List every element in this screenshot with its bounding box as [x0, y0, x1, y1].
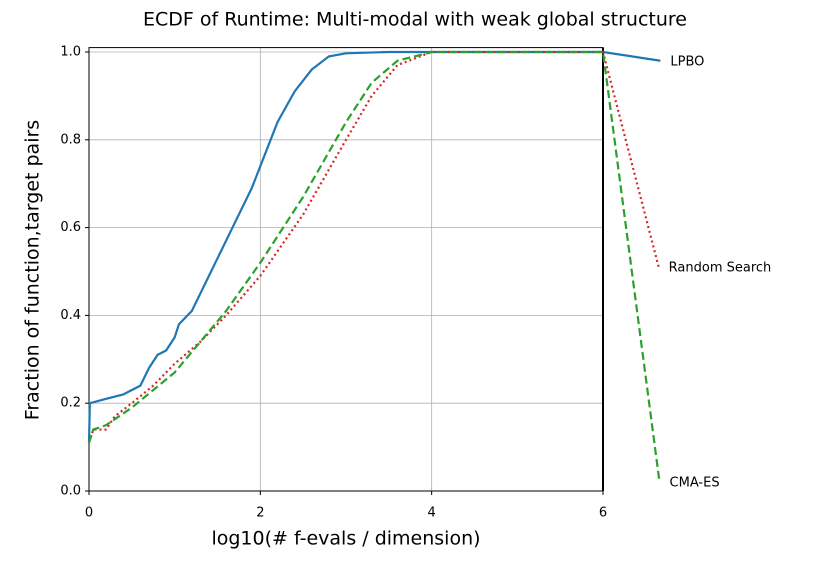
- x-tick-label: 2: [256, 506, 264, 521]
- series-line: [87, 50, 661, 443]
- y-tick-label: 0.4: [60, 308, 81, 323]
- series-line: [87, 50, 661, 483]
- x-tick-label: 4: [428, 506, 436, 521]
- x-tick-label: 0: [85, 506, 93, 521]
- series-line: [87, 50, 660, 444]
- legend-label: Random Search: [669, 261, 772, 276]
- legend-label: CMA-ES: [670, 476, 720, 491]
- y-tick-label: 0.0: [60, 484, 81, 499]
- x-tick-label: 6: [599, 506, 607, 521]
- x-axis-label: log10(# f-evals / dimension): [211, 528, 480, 550]
- chart-title: ECDF of Runtime: Multi-modal with weak g…: [143, 9, 687, 31]
- y-tick-label: 1.0: [60, 44, 81, 59]
- y-axis-label: Fraction of function,target pairs: [22, 120, 44, 420]
- y-tick-label: 0.2: [60, 396, 81, 411]
- y-tick-label: 0.8: [60, 132, 81, 147]
- y-tick-label: 0.6: [60, 220, 81, 235]
- legend-label: LPBO: [670, 54, 704, 69]
- plot-frame: [88, 47, 604, 492]
